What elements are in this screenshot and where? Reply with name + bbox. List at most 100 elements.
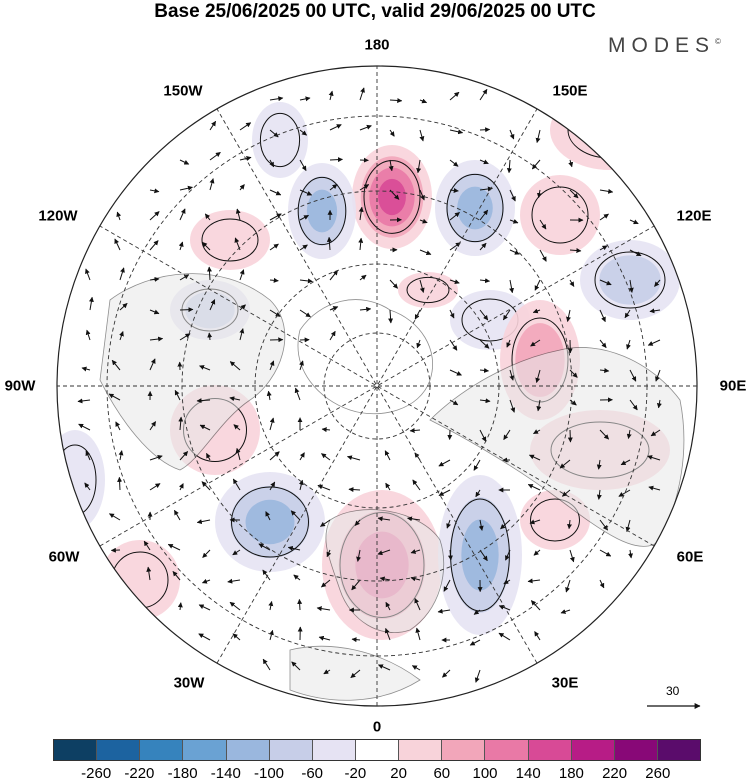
wind-arrow (149, 358, 156, 371)
wind-arrow (530, 600, 541, 611)
wind-arrow (416, 339, 422, 349)
wind-arrow (88, 296, 94, 311)
wind-arrow (479, 398, 491, 404)
wind-arrow (239, 328, 245, 341)
wind-arrow (475, 489, 481, 498)
wind-arrow (569, 549, 575, 563)
wind-arrow (419, 218, 428, 224)
wind-arrow (351, 579, 361, 591)
wind-arrow (239, 184, 245, 191)
wind-arrow (479, 209, 489, 221)
wind-arrow (410, 576, 421, 582)
wind-arrow (179, 483, 184, 491)
wind-arrow (412, 479, 421, 491)
wind-arrow (536, 399, 542, 412)
wind-arrow (84, 482, 91, 491)
wind-arrow (329, 270, 339, 281)
wind-arrow (269, 629, 274, 641)
wind-arrow (269, 96, 284, 102)
wind-arrow (414, 309, 421, 320)
colorbar-tick-label: -220 (124, 765, 155, 782)
anomaly-contour (306, 189, 338, 233)
wind-arrow (299, 159, 307, 172)
wind-arrow (328, 90, 334, 101)
wind-arrow (199, 424, 211, 431)
wind-arrow (179, 274, 190, 281)
wind-arrow (628, 279, 634, 293)
wind-arrow (624, 309, 631, 319)
wind-arrow (354, 519, 361, 526)
colorbar-swatch (528, 740, 572, 760)
wind-arrow (359, 184, 370, 191)
wind-arrow (149, 336, 164, 342)
wind-arrow (266, 390, 272, 401)
wind-arrow (359, 87, 365, 101)
wind-arrow (321, 427, 331, 433)
colorbar-swatch (355, 740, 400, 760)
wind-arrow (178, 416, 184, 431)
wind-arrow (268, 600, 274, 611)
wind-arrow (149, 309, 160, 315)
wind-arrow (503, 429, 511, 441)
wind-arrow (317, 484, 331, 491)
wind-arrow (149, 240, 159, 251)
wind-arrow (509, 189, 516, 202)
wind-arrow (149, 454, 163, 461)
wind-arrow (528, 454, 541, 461)
wind-arrow (419, 249, 432, 256)
wind-arrow (449, 279, 460, 285)
wind-arrow (269, 159, 275, 168)
wind-arrow (629, 399, 638, 411)
wind-arrow (419, 279, 425, 293)
colorbar-swatch (312, 740, 356, 760)
wind-arrow (377, 664, 391, 671)
wind-arrow (509, 369, 515, 381)
wind-arrow (179, 451, 189, 461)
polar-map (56, 65, 701, 709)
colorbar-swatch (54, 740, 98, 760)
wind-arrow (299, 96, 311, 102)
wind-arrow (201, 481, 211, 491)
wind-arrow (329, 157, 343, 163)
wind-arrow (329, 124, 342, 131)
anomaly-contour (378, 178, 406, 216)
wind-arrow (316, 606, 331, 612)
wind-arrow (567, 519, 573, 530)
wind-arrow (329, 183, 338, 191)
wind-arrow (299, 278, 313, 284)
wind-arrow (298, 479, 304, 491)
wind-arrow (299, 129, 308, 136)
wind-arrow (626, 429, 632, 439)
wind-arrow (173, 509, 181, 521)
wind-arrow (167, 543, 181, 551)
wind-arrow (599, 368, 610, 373)
colorbar-swatch (614, 740, 658, 760)
wind-arrow (235, 447, 241, 461)
wind-arrow (449, 159, 459, 167)
wind-arrow (202, 549, 211, 558)
wind-arrow (356, 549, 362, 562)
wind-arrow (269, 481, 276, 491)
wind-arrow (618, 489, 631, 497)
wind-arrow (409, 427, 421, 433)
wind-arrow (119, 267, 125, 281)
wind-arrow (229, 601, 241, 611)
wind-arrow (599, 279, 612, 286)
wind-arrow (479, 159, 489, 165)
wind-arrow (227, 578, 241, 584)
wind-arrow (359, 306, 372, 312)
wind-arrow (509, 129, 515, 140)
wind-arrow (566, 309, 571, 322)
wind-arrow (269, 213, 282, 221)
colorbar-tick-label: -100 (253, 765, 285, 782)
wind-arrow (389, 129, 395, 137)
wind-arrow (596, 459, 602, 470)
wind-arrow (438, 459, 451, 467)
wind-arrow (449, 187, 459, 193)
wind-arrow (419, 129, 425, 142)
wind-arrow (293, 574, 301, 581)
wind-arrow (647, 339, 661, 346)
wind-arrow (419, 189, 425, 201)
wind-arrow (233, 424, 241, 431)
lon-label-180: 180 (364, 36, 390, 54)
